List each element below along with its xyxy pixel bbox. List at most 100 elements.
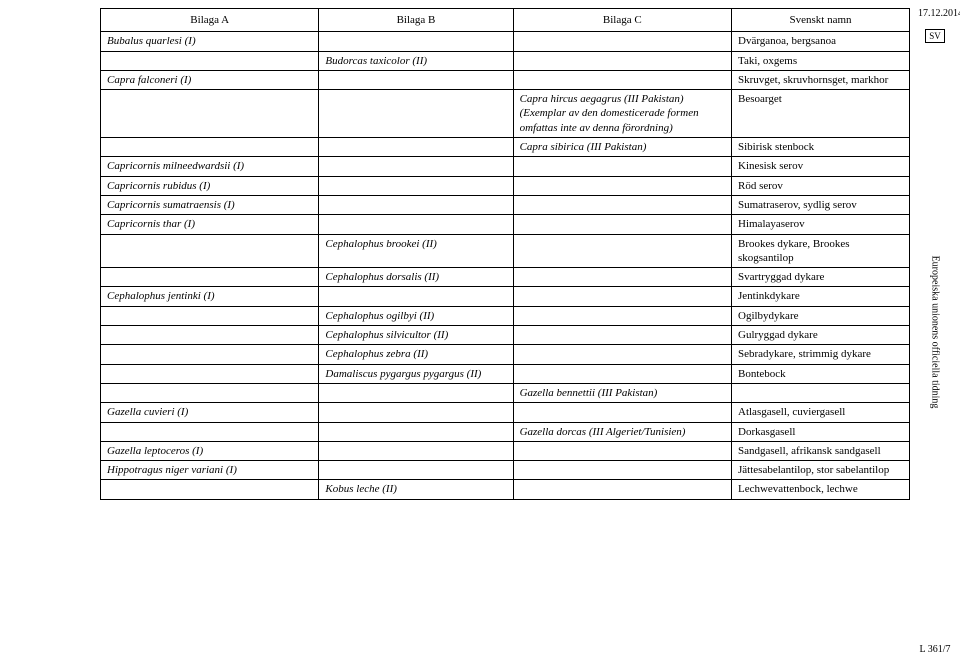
- cell-b: [319, 287, 513, 306]
- cell-c: [513, 70, 731, 89]
- margin-rail: 17.12.2014 SV Europeiska unionens offici…: [918, 8, 952, 655]
- cell-c: [513, 234, 731, 268]
- cell-b: [319, 422, 513, 441]
- cell-c: [513, 32, 731, 51]
- cell-d: [732, 383, 910, 402]
- cell-a: Gazella cuvieri (I): [101, 403, 319, 422]
- cell-d: Jentinkdykare: [732, 287, 910, 306]
- table-row: Cephalophus silvicultor (II)Gulryggad dy…: [101, 326, 910, 345]
- cell-d: Sandgasell, afrikansk sandgasell: [732, 441, 910, 460]
- table-row: Capra sibirica (III Pakistan)Sibirisk st…: [101, 138, 910, 157]
- cell-b: [319, 70, 513, 89]
- cell-a: Bubalus quarlesi (I): [101, 32, 319, 51]
- cell-a: Capricornis rubidus (I): [101, 176, 319, 195]
- cell-b: [319, 461, 513, 480]
- cell-c: [513, 306, 731, 325]
- table-row: Damaliscus pygargus pygargus (II) Bontebo…: [101, 364, 910, 383]
- cell-d: Dvärganoa, bergsanoa: [732, 32, 910, 51]
- cell-c: [513, 345, 731, 364]
- table-row: Capricornis rubidus (I) Röd serov: [101, 176, 910, 195]
- table-row: Capra falconeri (I) Skruvget, skruvhornsg…: [101, 70, 910, 89]
- cell-d: Atlasgasell, cuviergasell: [732, 403, 910, 422]
- table-row: Cephalophus jentinki (I) Jentinkdykare: [101, 287, 910, 306]
- cell-c: [513, 480, 731, 499]
- table-row: Cephalophus ogilbyi (II)Ogilbydykare: [101, 306, 910, 325]
- table-row: Cephalophus zebra (II) Sebradykare, strim…: [101, 345, 910, 364]
- table-row: Budorcas taxicolor (II) Taki, oxgems: [101, 51, 910, 70]
- cell-d: Sumatraserov, sydlig serov: [732, 195, 910, 214]
- cell-d: Brookes dykare, Brookes skogsantilop: [732, 234, 910, 268]
- cell-a: [101, 345, 319, 364]
- cell-c: [513, 157, 731, 176]
- cell-d: Röd serov: [732, 176, 910, 195]
- cell-d: Svartryggad dykare: [732, 268, 910, 287]
- table-row: Kobus leche (II)Lechwevattenbock, lechwe: [101, 480, 910, 499]
- header-svenskt-namn: Svenskt namn: [732, 9, 910, 32]
- table-body: Bubalus quarlesi (I) Dvärganoa, bergsanoa…: [101, 32, 910, 499]
- cell-a: [101, 51, 319, 70]
- cell-b: [319, 176, 513, 195]
- cell-a: [101, 138, 319, 157]
- cell-c: [513, 176, 731, 195]
- table-row: Capricornis milneedwardsii (I)Kinesisk s…: [101, 157, 910, 176]
- cell-c: Gazella bennettii (III Pakistan): [513, 383, 731, 402]
- table-row: Gazella dorcas (III Algeriet/Tunisien)Do…: [101, 422, 910, 441]
- cell-a: [101, 326, 319, 345]
- table-row: Gazella bennettii (III Pakistan): [101, 383, 910, 402]
- cell-a: Capricornis thar (I): [101, 215, 319, 234]
- cell-a: Capra falconeri (I): [101, 70, 319, 89]
- cell-d: Himalayaserov: [732, 215, 910, 234]
- cell-b: [319, 90, 513, 138]
- cell-b: Cephalophus brookei (II): [319, 234, 513, 268]
- cell-b: Kobus leche (II): [319, 480, 513, 499]
- cell-b: Cephalophus zebra (II): [319, 345, 513, 364]
- cell-b: [319, 215, 513, 234]
- cell-c: [513, 403, 731, 422]
- cell-d: Jättesabelantilop, stor sabelantilop: [732, 461, 910, 480]
- header-bilaga-a: Bilaga A: [101, 9, 319, 32]
- table-row: Hippotragus niger variani (I) Jättesabela…: [101, 461, 910, 480]
- cell-b: [319, 383, 513, 402]
- header-bilaga-c: Bilaga C: [513, 9, 731, 32]
- table-row: Capra hircus aegagrus (III Pakistan) (Ex…: [101, 90, 910, 138]
- table-row: Cephalophus dorsalis (II) Svartryggad dyk…: [101, 268, 910, 287]
- cell-a: [101, 422, 319, 441]
- table-row: Capricornis sumatraensis (I) Sumatraserov…: [101, 195, 910, 214]
- cell-a: Hippotragus niger variani (I): [101, 461, 319, 480]
- cell-a: Cephalophus jentinki (I): [101, 287, 319, 306]
- cell-a: [101, 364, 319, 383]
- cell-a: Capricornis sumatraensis (I): [101, 195, 319, 214]
- cell-d: Sibirisk stenbock: [732, 138, 910, 157]
- cell-d: Besoarget: [732, 90, 910, 138]
- cell-b: Budorcas taxicolor (II): [319, 51, 513, 70]
- table-row: Gazella cuvieri (I) Atlasgasell, cuvierga…: [101, 403, 910, 422]
- cell-a: [101, 268, 319, 287]
- cell-c: [513, 364, 731, 383]
- cell-b: [319, 157, 513, 176]
- cell-a: [101, 480, 319, 499]
- cell-b: Cephalophus dorsalis (II): [319, 268, 513, 287]
- cell-a: [101, 234, 319, 268]
- header-bilaga-b: Bilaga B: [319, 9, 513, 32]
- cell-a: Gazella leptoceros (I): [101, 441, 319, 460]
- cell-b: [319, 138, 513, 157]
- table-row: Bubalus quarlesi (I) Dvärganoa, bergsanoa: [101, 32, 910, 51]
- cell-d: Skruvget, skruvhornsget, markhor: [732, 70, 910, 89]
- cell-d: Sebradykare, strimmig dykare: [732, 345, 910, 364]
- table-row: Capricornis thar (I) Himalayaserov: [101, 215, 910, 234]
- cell-a: [101, 383, 319, 402]
- cell-d: Ogilbydykare: [732, 306, 910, 325]
- margin-lang-box: SV: [925, 29, 945, 43]
- cell-d: Taki, oxgems: [732, 51, 910, 70]
- cell-d: Bontebock: [732, 364, 910, 383]
- document-page: Bilaga A Bilaga B Bilaga C Svenskt namn …: [0, 0, 960, 508]
- cell-c: Gazella dorcas (III Algeriet/Tunisien): [513, 422, 731, 441]
- cell-c: [513, 51, 731, 70]
- cell-c: Capra sibirica (III Pakistan): [513, 138, 731, 157]
- cell-b: Damaliscus pygargus pygargus (II): [319, 364, 513, 383]
- cell-a: [101, 306, 319, 325]
- cell-c: [513, 287, 731, 306]
- cell-c: [513, 461, 731, 480]
- table-row: Gazella leptoceros (I) Sandgasell, afrika…: [101, 441, 910, 460]
- cell-c: [513, 195, 731, 214]
